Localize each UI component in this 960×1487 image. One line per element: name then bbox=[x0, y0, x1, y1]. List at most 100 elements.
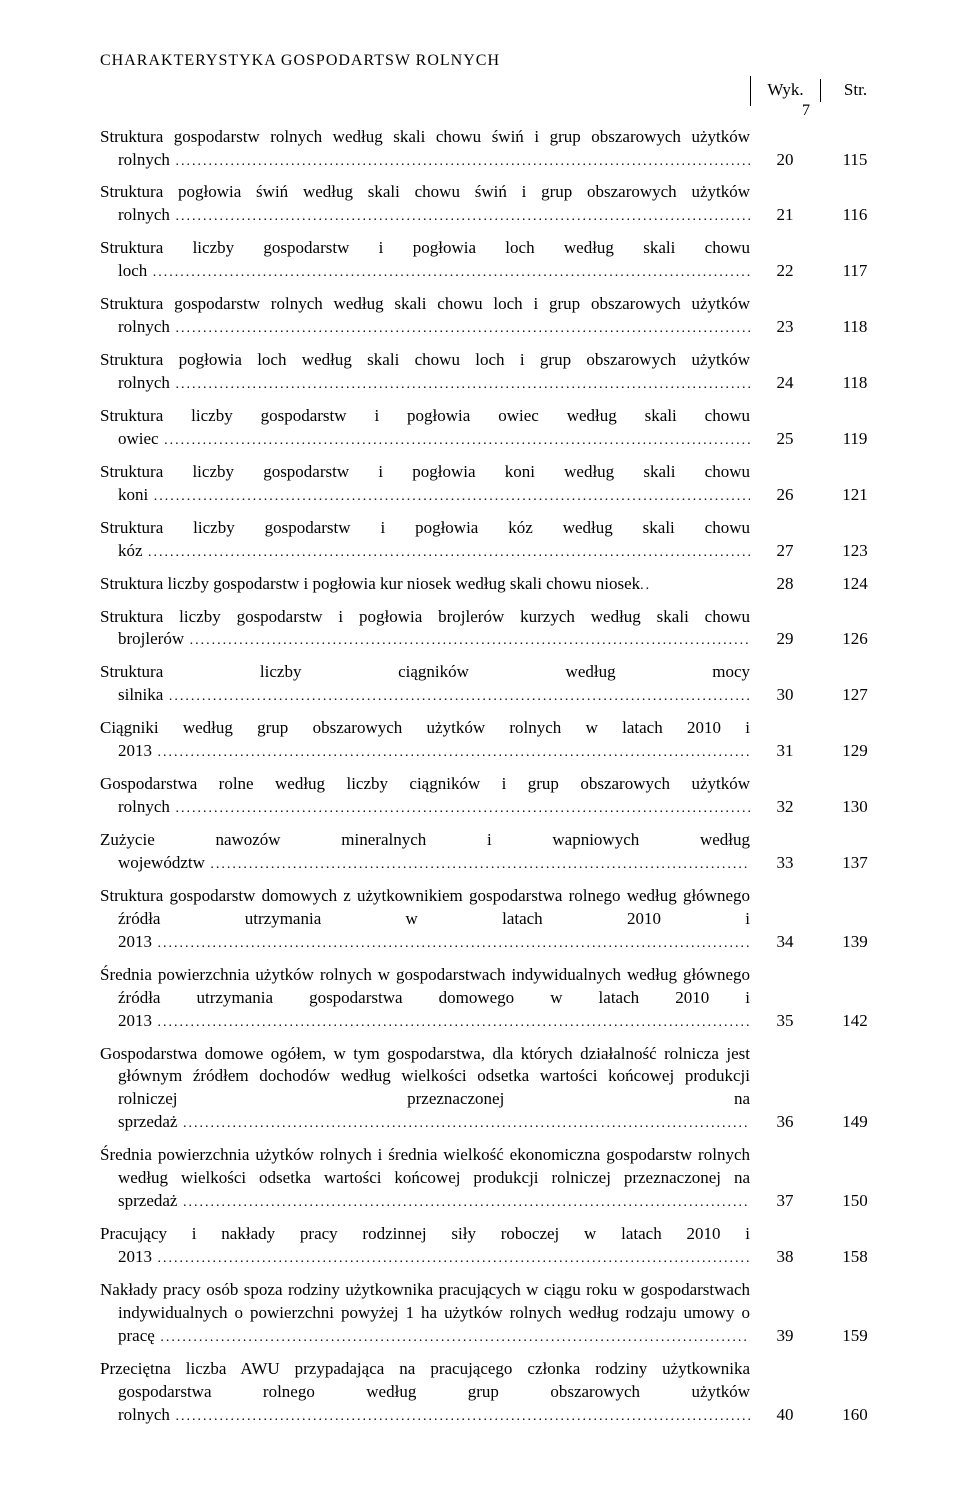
toc-entry: Struktura liczby gospodarstw i pogłowia … bbox=[100, 517, 890, 563]
toc-entry: Struktura liczby gospodarstw i pogłowia … bbox=[100, 461, 890, 507]
toc-entry-str: 126 bbox=[820, 628, 890, 651]
toc-entry-label: Gospodarstwa rolne według liczby ciągnik… bbox=[100, 773, 750, 819]
toc-entry: Struktura liczby gospodarstw i pogłowia … bbox=[100, 237, 890, 283]
table-of-contents: Struktura gospodarstw rolnych według ska… bbox=[100, 126, 890, 1427]
toc-entry-str: 117 bbox=[820, 260, 890, 283]
toc-entry-numbers: 23118 bbox=[750, 316, 890, 339]
toc-entry-numbers: 38158 bbox=[750, 1246, 890, 1269]
toc-entry: Struktura gospodarstw rolnych według ska… bbox=[100, 293, 890, 339]
toc-entry-wyk: 35 bbox=[750, 1010, 820, 1033]
toc-entry: Zużycie nawozów mineralnych i wapniowych… bbox=[100, 829, 890, 875]
toc-entry-label: Nakłady pracy osób spoza rodziny użytkow… bbox=[100, 1279, 750, 1348]
toc-entry-str: 159 bbox=[820, 1325, 890, 1348]
toc-entry-str: 137 bbox=[820, 852, 890, 875]
toc-entry-wyk: 36 bbox=[750, 1111, 820, 1134]
toc-entry-str: 142 bbox=[820, 1010, 890, 1033]
toc-entry: Średnia powierzchnia użytków rolnych w g… bbox=[100, 964, 890, 1033]
toc-entry-str: 124 bbox=[820, 573, 890, 596]
toc-entry-wyk: 28 bbox=[750, 573, 820, 596]
toc-entry-label: Struktura gospodarstw rolnych według ska… bbox=[100, 293, 750, 339]
toc-entry: Pracujący i nakłady pracy rodzinnej siły… bbox=[100, 1223, 890, 1269]
toc-entry-numbers: 30127 bbox=[750, 684, 890, 707]
toc-entry-str: 116 bbox=[820, 204, 890, 227]
toc-entry: Nakłady pracy osób spoza rodziny użytkow… bbox=[100, 1279, 890, 1348]
toc-entry-wyk: 26 bbox=[750, 484, 820, 507]
toc-entry-wyk: 39 bbox=[750, 1325, 820, 1348]
toc-entry-numbers: 31129 bbox=[750, 740, 890, 763]
toc-entry-wyk: 20 bbox=[750, 149, 820, 172]
toc-entry-wyk: 21 bbox=[750, 204, 820, 227]
toc-entry-label: Pracujący i nakłady pracy rodzinnej siły… bbox=[100, 1223, 750, 1269]
toc-entry: Przeciętna liczba AWU przypadająca na pr… bbox=[100, 1358, 890, 1427]
toc-entry: Struktura gospodarstw rolnych według ska… bbox=[100, 126, 890, 172]
toc-entry-wyk: 33 bbox=[750, 852, 820, 875]
toc-entry-label: Ciągniki według grup obszarowych użytków… bbox=[100, 717, 750, 763]
toc-entry: Struktura liczby gospodarstw i pogłowia … bbox=[100, 573, 890, 596]
toc-entry-label: Struktura liczby gospodarstw i pogłowia … bbox=[100, 517, 750, 563]
toc-entry-numbers: 26121 bbox=[750, 484, 890, 507]
toc-entry: Struktura liczby ciągników według mocy s… bbox=[100, 661, 890, 707]
toc-entry-str: 129 bbox=[820, 740, 890, 763]
toc-entry-str: 127 bbox=[820, 684, 890, 707]
toc-entry: Struktura pogłowia loch według skali cho… bbox=[100, 349, 890, 395]
toc-entry-numbers: 21116 bbox=[750, 204, 890, 227]
toc-entry-label: Struktura liczby ciągników według mocy s… bbox=[100, 661, 750, 707]
toc-entry-str: 130 bbox=[820, 796, 890, 819]
toc-entry-str: 160 bbox=[820, 1404, 890, 1427]
column-headers: Wyk. Str. bbox=[100, 76, 890, 106]
toc-entry-numbers: 20115 bbox=[750, 149, 890, 172]
toc-entry: Gospodarstwa domowe ogółem, w tym gospod… bbox=[100, 1043, 890, 1135]
toc-entry-numbers: 24118 bbox=[750, 372, 890, 395]
toc-entry-wyk: 40 bbox=[750, 1404, 820, 1427]
toc-entry-str: 115 bbox=[820, 149, 890, 172]
toc-entry-numbers: 40160 bbox=[750, 1404, 890, 1427]
toc-entry-str: 118 bbox=[820, 316, 890, 339]
toc-entry-str: 121 bbox=[820, 484, 890, 507]
toc-entry-numbers: 22117 bbox=[750, 260, 890, 283]
toc-entry-label: Struktura pogłowia loch według skali cho… bbox=[100, 349, 750, 395]
toc-entry-wyk: 38 bbox=[750, 1246, 820, 1269]
toc-entry-numbers: 35142 bbox=[750, 1010, 890, 1033]
page-number: 7 bbox=[802, 100, 810, 122]
toc-entry: Gospodarstwa rolne według liczby ciągnik… bbox=[100, 773, 890, 819]
toc-entry-numbers: 27123 bbox=[750, 540, 890, 563]
toc-entry-label: Gospodarstwa domowe ogółem, w tym gospod… bbox=[100, 1043, 750, 1135]
page-header: CHARAKTERYSTYKA GOSPODARTSW ROLNYCH bbox=[100, 50, 890, 72]
toc-entry-label: Struktura liczby gospodarstw i pogłowia … bbox=[100, 573, 750, 596]
toc-entry-label: Struktura liczby gospodarstw i pogłowia … bbox=[100, 237, 750, 283]
toc-entry-str: 150 bbox=[820, 1190, 890, 1213]
toc-entry-wyk: 30 bbox=[750, 684, 820, 707]
toc-entry-numbers: 37150 bbox=[750, 1190, 890, 1213]
toc-entry-label: Struktura liczby gospodarstw i pogłowia … bbox=[100, 405, 750, 451]
toc-entry-wyk: 29 bbox=[750, 628, 820, 651]
toc-entry-str: 123 bbox=[820, 540, 890, 563]
toc-entry-label: Struktura liczby gospodarstw i pogłowia … bbox=[100, 606, 750, 652]
toc-entry-numbers: 29126 bbox=[750, 628, 890, 651]
toc-entry-wyk: 34 bbox=[750, 931, 820, 954]
toc-entry-label: Struktura gospodarstw domowych z użytkow… bbox=[100, 885, 750, 954]
toc-entry-numbers: 33137 bbox=[750, 852, 890, 875]
toc-entry: Struktura liczby gospodarstw i pogłowia … bbox=[100, 606, 890, 652]
toc-entry: Średnia powierzchnia użytków rolnych i ś… bbox=[100, 1144, 890, 1213]
toc-entry-label: Średnia powierzchnia użytków rolnych i ś… bbox=[100, 1144, 750, 1213]
toc-entry-label: Struktura gospodarstw rolnych według ska… bbox=[100, 126, 750, 172]
toc-entry-str: 158 bbox=[820, 1246, 890, 1269]
column-header-wyk: Wyk. bbox=[751, 79, 821, 102]
toc-entry-numbers: 39159 bbox=[750, 1325, 890, 1348]
toc-entry-wyk: 37 bbox=[750, 1190, 820, 1213]
toc-entry-wyk: 23 bbox=[750, 316, 820, 339]
toc-entry: Ciągniki według grup obszarowych użytków… bbox=[100, 717, 890, 763]
column-header-str: Str. bbox=[821, 79, 890, 102]
toc-entry-numbers: 36149 bbox=[750, 1111, 890, 1134]
toc-entry-wyk: 22 bbox=[750, 260, 820, 283]
toc-entry-str: 139 bbox=[820, 931, 890, 954]
toc-entry-label: Średnia powierzchnia użytków rolnych w g… bbox=[100, 964, 750, 1033]
toc-entry-wyk: 25 bbox=[750, 428, 820, 451]
toc-entry-numbers: 34139 bbox=[750, 931, 890, 954]
toc-entry-str: 118 bbox=[820, 372, 890, 395]
toc-entry: Struktura liczby gospodarstw i pogłowia … bbox=[100, 405, 890, 451]
toc-entry: Struktura gospodarstw domowych z użytkow… bbox=[100, 885, 890, 954]
toc-entry-str: 149 bbox=[820, 1111, 890, 1134]
toc-entry-wyk: 24 bbox=[750, 372, 820, 395]
toc-entry-numbers: 25119 bbox=[750, 428, 890, 451]
